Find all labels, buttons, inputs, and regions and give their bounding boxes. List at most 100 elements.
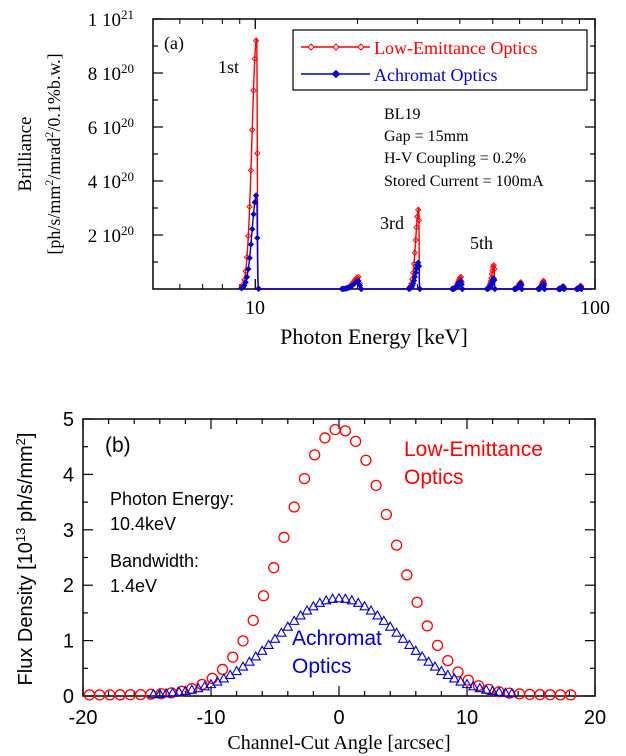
- data-point-low-emittance: [390, 539, 403, 551]
- data-point-low-emittance: [491, 265, 498, 273]
- info-line-gap: Gap = 15mm: [384, 128, 469, 145]
- panel-a-series: [236, 37, 592, 293]
- data-point-achromat: [518, 285, 525, 293]
- data-point-achromat: [295, 609, 307, 620]
- data-point-achromat: [352, 597, 364, 607]
- data-point-achromat: [255, 285, 262, 292]
- data-point-achromat: [263, 639, 275, 649]
- panel-a: (a) 2 1020 4 1020 6 1020 8 1020 1 1021 10 10…: [15, 7, 610, 350]
- data-point-low-emittance: [247, 167, 255, 174]
- data-point-achromat: [359, 600, 371, 611]
- data-point-achromat: [474, 682, 486, 693]
- data-point-low-emittance: [413, 224, 420, 231]
- legend-markers-low-emittance: [307, 43, 365, 51]
- legend-marker-low-emittance: [307, 43, 315, 51]
- data-point-achromat: [242, 279, 249, 286]
- data-point-low-emittance: [421, 620, 433, 632]
- panel-b-y-axis-label: Flux Density [1013 ph/s/mm2]: [13, 433, 38, 686]
- data-point-low-emittance: [411, 249, 419, 256]
- data-point-low-emittance: [268, 562, 280, 574]
- data-point-achromat: [250, 211, 257, 218]
- data-point-achromat: [179, 685, 191, 695]
- series-label-low-emittance-line1: Low-Emittance: [404, 438, 543, 461]
- data-point-low-emittance: [411, 596, 423, 608]
- data-point-achromat: [243, 656, 255, 666]
- data-point-low-emittance: [254, 150, 261, 157]
- data-point-achromat: [416, 650, 428, 661]
- harmonic-label-5th: 5th: [470, 233, 493, 253]
- data-point-achromat: [275, 627, 287, 637]
- data-point-achromat: [358, 285, 365, 293]
- data-point-achromat: [173, 686, 185, 696]
- data-point-low-emittance: [524, 688, 536, 701]
- data-point-low-emittance: [250, 87, 257, 94]
- data-point-achromat: [448, 672, 460, 683]
- data-point-achromat: [435, 665, 447, 676]
- data-point-achromat: [493, 686, 505, 696]
- x-tick-label: 10: [456, 707, 478, 729]
- data-point-achromat: [167, 687, 179, 697]
- harmonic-label-1st: 1st: [218, 57, 239, 77]
- series-label-low-emittance: Low-Emittance Optics: [404, 438, 543, 489]
- legend-marker-achromat: [331, 69, 341, 79]
- info-photon-energy-label: Photon Energy:: [110, 489, 234, 509]
- data-point-low-emittance: [349, 435, 362, 448]
- data-point-low-emittance: [370, 479, 382, 492]
- data-point-low-emittance: [472, 680, 485, 692]
- data-point-achromat: [243, 273, 251, 281]
- panel-a-x-axis-label: Photon Energy [keV]: [280, 324, 468, 349]
- data-point-low-emittance: [339, 425, 352, 437]
- panel-a-legend: Low-Emittance Optics Achromat Optics: [292, 29, 588, 91]
- data-point-low-emittance: [414, 213, 421, 220]
- data-point-achromat: [249, 225, 256, 233]
- info-line-beamline: BL19: [384, 106, 420, 123]
- data-point-achromat: [192, 682, 204, 693]
- data-point-achromat: [403, 639, 415, 649]
- data-point-achromat: [458, 281, 465, 288]
- data-point-achromat: [160, 687, 172, 698]
- data-point-achromat: [442, 669, 454, 680]
- data-point-achromat: [282, 621, 294, 631]
- data-point-achromat: [416, 285, 423, 293]
- data-point-low-emittance: [252, 37, 260, 44]
- data-point-achromat: [541, 285, 548, 293]
- y-tick-label: 6 1020: [88, 115, 134, 140]
- data-point-achromat: [254, 234, 261, 242]
- data-point-achromat: [245, 265, 252, 273]
- legend-markers-achromat: [331, 69, 341, 79]
- data-point-achromat: [461, 678, 473, 689]
- data-point-low-emittance: [248, 126, 256, 134]
- data-point-low-emittance: [246, 203, 253, 210]
- data-point-achromat: [467, 680, 479, 691]
- data-point-achromat: [412, 269, 419, 276]
- data-point-low-emittance: [288, 501, 300, 513]
- data-point-low-emittance: [488, 271, 496, 278]
- data-point-low-emittance: [206, 672, 218, 685]
- y-tick-label: 1: [63, 631, 74, 653]
- data-point-low-emittance: [237, 635, 249, 647]
- data-point-low-emittance: [227, 651, 239, 663]
- panel-a-y-axis-label: Brilliance [ph/s/mm2/mrad2/0.1%b.w.]: [15, 53, 64, 254]
- data-point-low-emittance: [298, 472, 311, 485]
- harmonic-label-3rd: 3rd: [380, 213, 404, 233]
- data-point-achromat: [147, 688, 159, 699]
- data-point-achromat: [560, 285, 568, 293]
- x-tick-label: 0: [333, 707, 344, 729]
- data-point-achromat: [288, 615, 300, 625]
- data-point-low-emittance: [329, 423, 341, 436]
- data-point-achromat: [371, 609, 383, 620]
- data-point-achromat: [455, 675, 467, 686]
- data-point-low-emittance: [319, 432, 331, 444]
- data-point-achromat: [346, 594, 358, 605]
- data-point-achromat: [499, 687, 511, 697]
- info-bandwidth-value: 1.4eV: [110, 576, 157, 596]
- y-tick-label: 3: [63, 520, 74, 542]
- info-line-current: Stored Current = 100mA: [384, 173, 544, 190]
- data-point-achromat: [320, 594, 332, 605]
- data-point-achromat: [487, 685, 499, 695]
- legend-marker-low-emittance: [332, 43, 340, 51]
- data-point-low-emittance: [452, 666, 464, 678]
- y-tick-label: 2 1020: [88, 223, 134, 248]
- data-point-achromat: [356, 282, 363, 289]
- data-point-achromat: [237, 660, 249, 671]
